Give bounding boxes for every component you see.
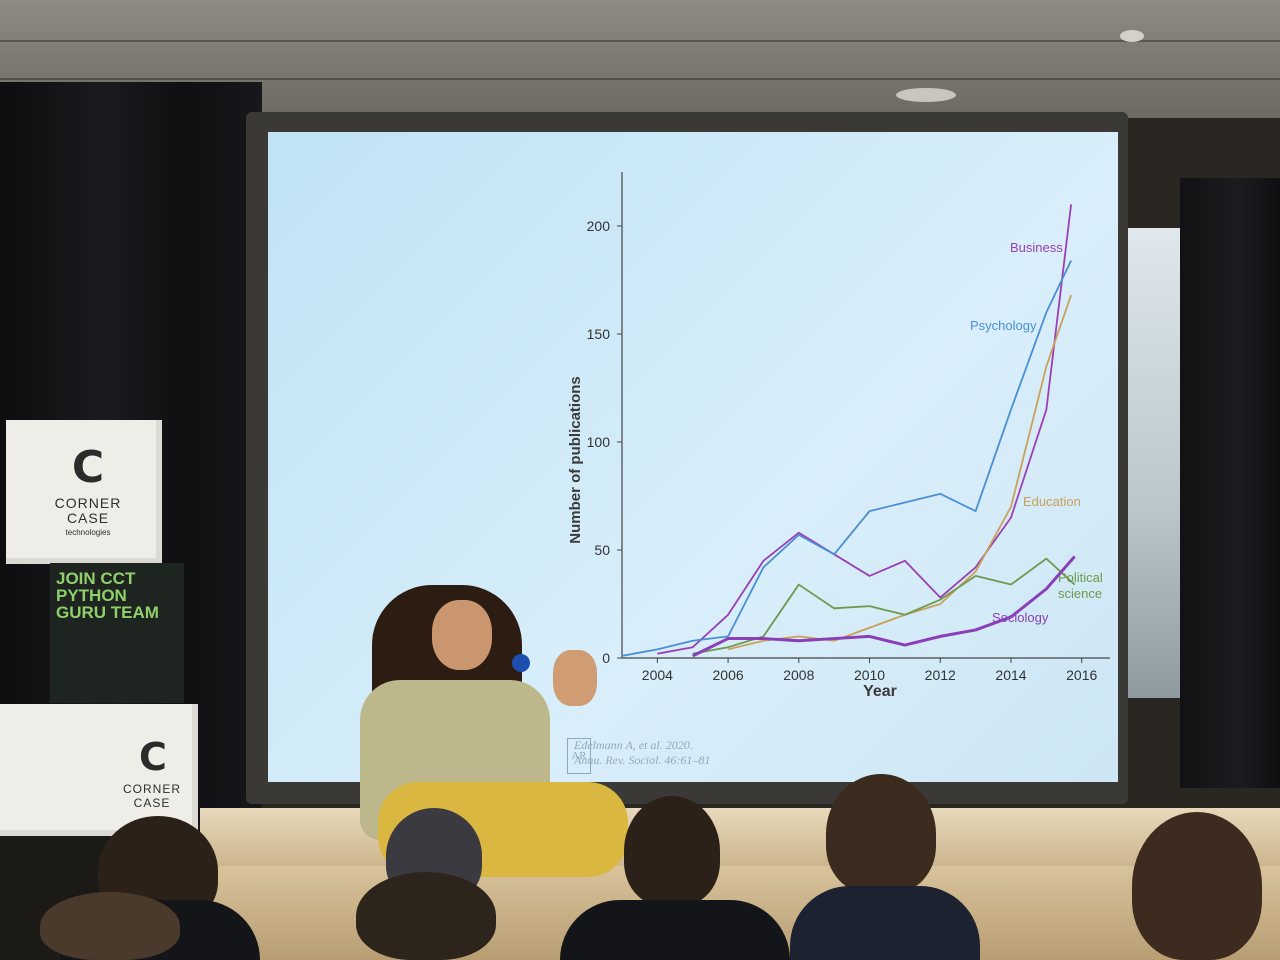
citation-line-1: Edelmann A, et al. 2020. [574, 738, 693, 752]
series-line-psychology [621, 260, 1072, 657]
brand-name-top: CORNER CASE [54, 495, 122, 526]
audience-head [356, 872, 496, 960]
y-tick-label: 150 [587, 326, 611, 342]
series-line-business [657, 204, 1072, 655]
series-label: science [1058, 586, 1102, 601]
chart-axes: 0 50 100 150 200 2004 2006 2008 2010 2012 2014 2016 [587, 172, 1110, 683]
x-axis-label: Year [863, 683, 897, 700]
x-tick-label: 2008 [783, 667, 814, 683]
publications-chart: 0 50 100 150 200 2004 2006 2008 2010 2012 2014 2016… [567, 172, 1110, 700]
audience-head [40, 892, 180, 960]
x-tick-label: 2006 [713, 667, 744, 683]
citation-line-2: Annu. Rev. Sociol. 46:61–81 [574, 753, 711, 767]
microphone [512, 654, 530, 672]
y-tick-label: 200 [587, 218, 611, 234]
series-label: Psychology [970, 318, 1037, 333]
series-line-education [727, 294, 1072, 651]
speaker-face [432, 600, 492, 670]
slide-citation: Edelmann A, et al. 2020. Annu. Rev. Soci… [574, 738, 794, 768]
banner-text: JOIN CCT PYTHON GURU TEAM [56, 569, 159, 622]
brand-name-bottom: CORNER CASE [122, 782, 181, 810]
series-label: Business [1010, 240, 1063, 255]
x-tick-label: 2016 [1066, 667, 1097, 683]
audience-shoulders [790, 886, 980, 960]
audience-head [624, 796, 720, 906]
audience-head [826, 774, 936, 894]
series-label: Sociology [992, 610, 1049, 625]
branded-box-top [6, 420, 162, 564]
x-tick-label: 2010 [854, 667, 885, 683]
brand-sub: technologies [65, 528, 111, 537]
audience-head [1132, 812, 1262, 960]
ceiling-seam [0, 40, 1280, 42]
series-label: Education [1023, 494, 1081, 509]
x-tick-label: 2012 [925, 667, 956, 683]
series-line-sociology [692, 555, 1076, 658]
corner-case-logo-small: C [139, 735, 167, 779]
y-tick-label: 100 [587, 434, 611, 450]
journal-mark: AR [567, 738, 591, 774]
x-tick-label: 2004 [642, 667, 673, 683]
branded-box-bottom [0, 704, 198, 836]
chart-plot-area: Business Psychology Education Politicalscie… [621, 204, 1103, 658]
ceiling-sensor [1120, 30, 1144, 42]
ceiling-speaker [896, 88, 956, 102]
series-label: Political [1058, 570, 1103, 585]
right-curtain [1180, 178, 1280, 788]
y-axis-label: Number of publications [567, 376, 584, 544]
x-tick-label: 2014 [995, 667, 1026, 683]
y-tick-label: 50 [594, 542, 610, 558]
y-tick-label: 0 [602, 650, 610, 666]
recruitment-banner [50, 563, 184, 703]
audience-shoulders [560, 900, 790, 960]
ceiling-seam [0, 78, 1280, 80]
speaker-hand [553, 650, 597, 706]
corner-case-logo: C [71, 442, 105, 493]
